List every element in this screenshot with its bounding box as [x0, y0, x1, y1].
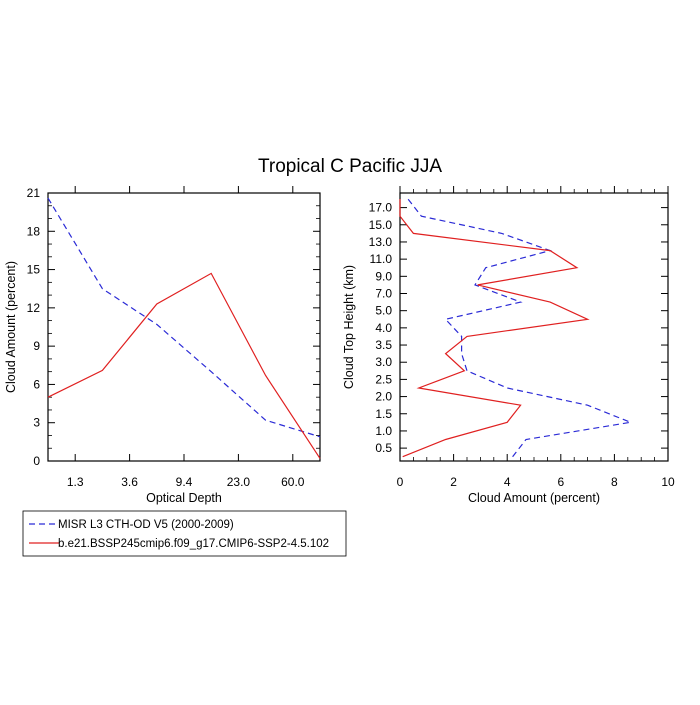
left-x-tick-label: 23.0: [227, 475, 251, 489]
left-plot-optical-depth: 0 3 6 9 12 15 18 21 1.3 3.6 9.4 23.0 60.0 Optical Dep…: [4, 186, 321, 505]
right-y-tick-label: 2.5: [375, 372, 392, 386]
right-y-tick-label: 11.0: [370, 252, 393, 266]
left-x-tick-label: 3.6: [121, 475, 138, 489]
left-y-tick-label: 6: [33, 377, 40, 391]
right-y-axis-label: Cloud Top Height (km): [342, 265, 356, 389]
right-x-tick-label: 10: [661, 475, 675, 489]
right-y-tick-label: 7.0: [375, 287, 392, 301]
right-y-tick-label: 4.0: [375, 321, 392, 335]
right-y-tick-label: 2.0: [375, 390, 392, 404]
right-series-line-model: [399, 199, 590, 458]
left-x-tick-label: 9.4: [176, 475, 193, 489]
right-plot-cloud-top-height: 0.5 1.0 1.5 2.0 2.5 3.0 3.5 4.0 5.0 7.0 9.0 11.0 13.…: [342, 186, 675, 505]
left-y-tick-label: 15: [27, 263, 41, 277]
chart-title: Tropical C Pacific JJA: [258, 156, 442, 177]
left-y-tick-label: 9: [33, 339, 40, 353]
left-series-line-model: [47, 272, 321, 459]
right-y-tick-label: 15.0: [369, 218, 393, 232]
left-y-tick-label: 18: [27, 224, 41, 238]
left-y-axis-label: Cloud Amount (percent): [4, 261, 18, 393]
left-x-tick-label: 1.3: [67, 475, 84, 489]
left-y-tick-label: 0: [33, 454, 40, 468]
right-x-tick-label: 4: [504, 475, 511, 489]
left-y-tick-label: 21: [27, 186, 41, 200]
right-x-tick-label: 0: [397, 475, 404, 489]
legend: MISR L3 CTH-OD V5 (2000-2009) b.e21.BSSP2…: [22, 510, 347, 557]
right-y-tick-label: 3.5: [375, 338, 392, 352]
right-x-tick-label: 8: [611, 475, 618, 489]
right-y-tick-label: 9.0: [375, 269, 392, 283]
right-x-tick-label: 6: [557, 475, 564, 489]
left-x-axis-label: Optical Depth: [146, 491, 222, 505]
right-y-tick-label: 1.0: [375, 424, 392, 438]
right-series-line-misr: [407, 198, 633, 458]
right-y-tick-label: 13.0: [369, 235, 393, 249]
right-y-tick-label: 0.5: [375, 441, 392, 455]
right-y-tick-label: 17.0: [369, 201, 393, 215]
left-x-tick-label: 60.0: [281, 475, 305, 489]
right-y-tick-label: 5.0: [375, 304, 392, 318]
legend-label-0: MISR L3 CTH-OD V5 (2000-2009): [58, 519, 234, 531]
left-y-tick-label: 12: [27, 301, 41, 315]
left-series-line-misr: [47, 197, 321, 438]
right-x-tick-label: 2: [450, 475, 457, 489]
legend-label-1: b.e21.BSSP245cmip6.f09_g17.CMIP6-SSP2-4.…: [58, 538, 329, 550]
right-y-tick-label: 3.0: [375, 355, 392, 369]
right-x-axis-label: Cloud Amount (percent): [468, 491, 600, 505]
right-y-tick-label: 1.5: [375, 407, 392, 421]
left-y-tick-label: 3: [33, 416, 40, 430]
legend-box: [22, 510, 347, 557]
